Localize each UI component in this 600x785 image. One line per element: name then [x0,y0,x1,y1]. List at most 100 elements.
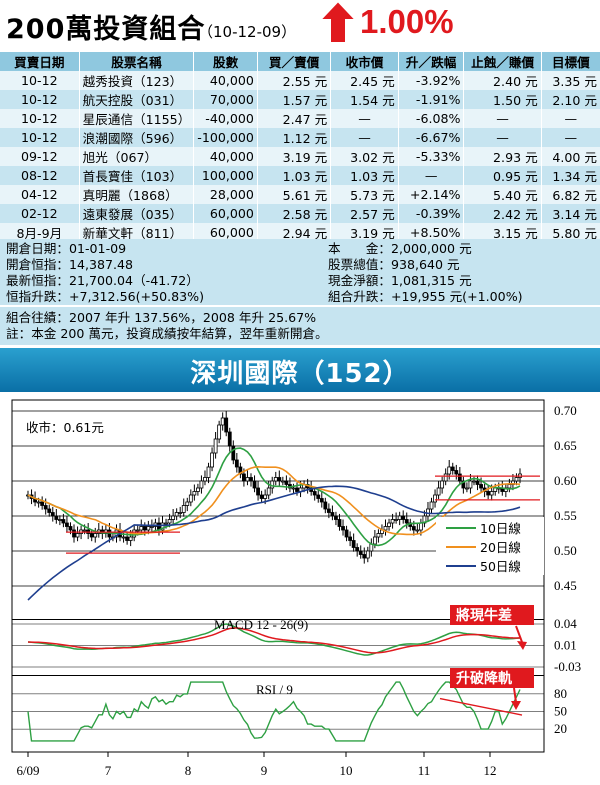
x-tick-label: 10 [340,763,353,778]
stock-title-bar: 深圳國際（152） [0,348,600,392]
price-candle [164,522,168,525]
price-candle [178,512,183,514]
cell-shares: 40,000 [193,147,258,166]
macd-tick-label: 0.01 [554,638,577,653]
price-candle [142,526,147,531]
cell-date: 10-12 [0,90,80,109]
x-tick-label: 9 [261,763,268,778]
price-tick-label: 0.65 [554,438,577,453]
table-row: 10-12 星辰通信（1155） -40,000 2.47 元 — -6.08% — — [0,109,600,128]
price-candle [40,501,45,506]
price-candle [440,480,445,489]
price-candle [326,508,331,513]
price-candle [394,519,399,521]
cell-stop: 0.95 元 [463,166,542,185]
price-candle [457,473,462,482]
cell-trade-price: 1.57 元 [257,90,332,109]
price-candle [54,515,59,520]
rsi-title: RSI / 9 [256,682,293,697]
cell-target: 6.82 元 [541,185,600,204]
price-tick-label: 0.60 [554,473,577,488]
cell-change: -5.33% [398,147,465,166]
price-candle [376,533,381,538]
legend: 10日線 20日線 50日線 [436,517,544,575]
cell-shares: 60,000 [193,204,258,223]
rsi-tick-label: 20 [554,721,567,736]
cell-close: 3.19 元 [330,223,399,242]
price-candle [454,470,459,475]
cell-stock: 旭光（067） [79,147,195,166]
price-candle [358,550,363,555]
cell-target: 5.80 元 [541,223,600,242]
cell-shares: -40,000 [193,109,258,128]
price-candle [312,491,317,496]
cell-trade-price: 5.61 元 [257,185,332,204]
cell-target: — [541,109,600,128]
price-candle [351,540,356,548]
price-candle [415,529,420,532]
cell-trade-price: 1.03 元 [257,166,332,185]
price-candle [188,494,193,503]
price-candle [167,519,172,524]
price-candle [450,466,455,471]
table-row: 09-12 旭光（067） 40,000 3.19 元 3.02 元 -5.33% 2.93… [0,147,600,166]
cell-date: 10-12 [0,128,80,147]
cell-date: 10-12 [0,71,80,90]
price-candle [174,512,179,517]
table-row: 10-12 越秀投資（123） 40,000 2.55 元 2.45 元 -3.92% 2.… [0,71,600,90]
price-candle [128,536,133,541]
portfolio-notes: 組合往績：2007 年升 137.56%，2008 年升 25.67% 註：本金… [0,306,600,345]
cell-stock: 首長寶佳（103） [79,166,195,185]
cell-close: 2.45 元 [330,71,399,90]
price-candle [203,477,207,482]
annotation-macd: 將現牛差 [450,605,534,650]
price-candle [383,526,388,531]
price-candle [93,533,98,538]
cell-trade-price: 2.58 元 [257,204,332,223]
price-candle [277,477,282,482]
price-tick-label: 0.55 [554,508,577,523]
cell-change: -6.08% [398,109,465,128]
price-candle [280,480,285,483]
price-candle [217,424,222,440]
cell-target: 1.34 元 [541,166,600,185]
price-candle [263,494,268,499]
cell-change: -0.39% [398,204,465,223]
price-candle [160,522,165,531]
cell-target: — [541,128,600,147]
cell-close: 5.73 元 [330,185,399,204]
stock-title: 深圳國際（152） [190,359,410,389]
price-candle [284,480,289,485]
cell-stock: 遠東發展（035） [79,204,195,223]
price-candle [192,491,197,496]
price-candle [344,529,349,538]
portfolio-summary: 開倉日期：01-01-09 開倉恒指：14,387.48 最新恒指：21,700… [0,239,600,305]
col-header-trade-price: 買／賣價 [257,52,332,71]
price-candle [36,501,41,504]
macd-panel [12,623,544,668]
cell-change: -6.67% [398,128,465,147]
x-tick-label: 7 [105,763,112,778]
price-candle [199,480,204,489]
open-index: 開倉恒指：14,387.48 [6,257,134,272]
price-candle [507,484,512,489]
price-candle [121,536,126,539]
price-candle [224,417,229,433]
capital: 本 金：2,000,000 元 [328,241,472,256]
table-row: 02-12 遠東發展（035） 60,000 2.58 元 2.57 元 -0.39% 2.… [0,204,600,223]
price-candle [57,519,62,521]
table-row: 10-12 航天控股（031） 70,000 1.57 元 1.54 元 -1.91% 1.… [0,90,600,109]
cell-shares: 70,000 [193,90,258,109]
cell-close: — [330,128,399,147]
table-row: 08-12 首長寶佳（103） 100,000 1.03 元 1.03 元 —0.95 元… [0,166,600,185]
cell-trade-price: 2.47 元 [257,109,332,128]
price-candle [316,494,321,499]
cell-close: 2.57 元 [330,204,399,223]
macd-title: MACD 12 - 26(9) [214,617,308,632]
col-header-stock: 股票名稱 [79,52,195,71]
price-candle [61,519,66,524]
price-candle [135,529,140,532]
price-candle [443,473,448,482]
cell-close: — [330,109,399,128]
price-candle [82,529,87,532]
